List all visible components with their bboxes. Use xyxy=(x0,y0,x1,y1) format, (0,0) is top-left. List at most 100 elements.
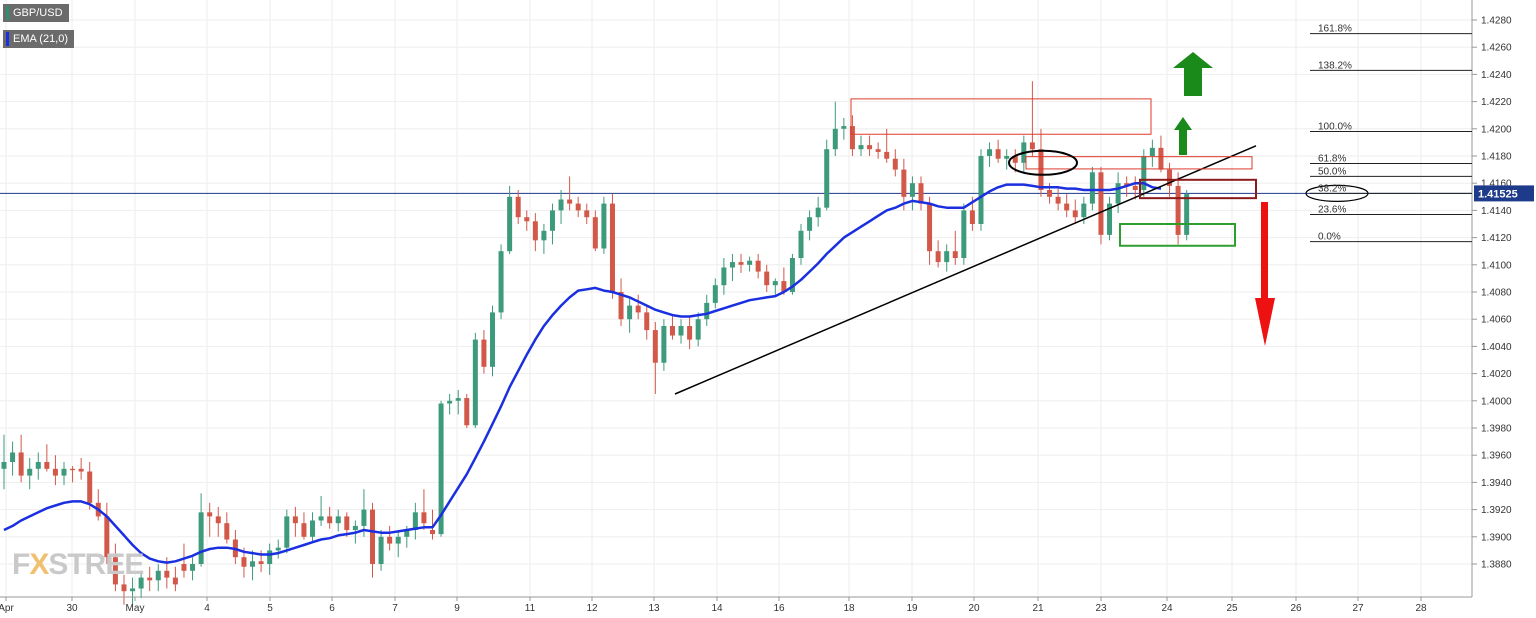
candle-body xyxy=(927,203,933,252)
dark-red-zone-box xyxy=(1139,178,1257,200)
candle-body xyxy=(27,468,33,476)
candle-body xyxy=(995,149,1001,159)
time-tick-label: 18 xyxy=(843,603,855,614)
candle-body xyxy=(1029,142,1035,150)
candle-body xyxy=(292,516,298,524)
fib-level-label: 61.8% xyxy=(1318,153,1346,164)
candle-body xyxy=(250,561,256,567)
candle-body xyxy=(275,547,281,551)
candle-body xyxy=(224,523,230,540)
candle-body xyxy=(987,149,993,156)
candle-body xyxy=(781,281,787,292)
current-price-marker: 1.41525 xyxy=(1474,185,1534,202)
chart-grid xyxy=(0,0,1472,597)
candle-body xyxy=(858,145,864,150)
price-tick-label: 1.4100 xyxy=(1481,260,1512,271)
candle-body xyxy=(412,512,418,530)
price-tick-label: 1.4180 xyxy=(1481,152,1512,163)
ema-swatch xyxy=(6,32,9,46)
resistance-box xyxy=(850,98,1152,135)
candle-body xyxy=(764,271,770,286)
price-tick-label: 1.4160 xyxy=(1481,179,1512,190)
price-tick-label: 1.4220 xyxy=(1481,97,1512,108)
candle-body xyxy=(807,217,813,231)
candle-body xyxy=(318,516,324,521)
candle-body xyxy=(464,398,470,426)
candle-body xyxy=(678,326,684,336)
candle-body xyxy=(952,251,958,258)
fib-level-label: 38.2% xyxy=(1318,183,1346,194)
time-tick-label: 12 xyxy=(586,603,598,614)
candle-body xyxy=(961,210,967,258)
candle-body xyxy=(507,196,513,252)
ema-line xyxy=(3,181,1162,564)
candle-body xyxy=(190,564,196,571)
price-tick-label: 1.4260 xyxy=(1481,43,1512,54)
candle-body xyxy=(652,330,658,363)
price-tick-label: 1.4280 xyxy=(1481,16,1512,27)
candle-body xyxy=(395,536,401,544)
red-zone-box xyxy=(1025,156,1253,170)
candle-body xyxy=(558,199,564,211)
time-tick-label: Apr xyxy=(0,603,14,614)
candle-body xyxy=(687,326,693,340)
candle-body xyxy=(832,128,838,150)
legend-ema[interactable]: EMA (21,0) xyxy=(3,30,75,48)
candle-body xyxy=(481,339,487,367)
candle-body xyxy=(70,468,76,471)
candle-body xyxy=(284,516,290,548)
time-tick-label: 4 xyxy=(204,603,210,614)
down-arrow-head-icon xyxy=(1255,298,1275,346)
symbol-swatch xyxy=(6,6,9,20)
candle-body xyxy=(181,564,187,571)
candle-body xyxy=(267,550,273,564)
candle-body xyxy=(61,468,67,476)
candle-body xyxy=(969,210,975,224)
time-tick-label: 27 xyxy=(1352,603,1364,614)
candle-body xyxy=(121,584,127,592)
fib-level-label: 50.0% xyxy=(1318,166,1346,177)
current-price-tag xyxy=(1474,185,1534,202)
fib-level-label: 100.0% xyxy=(1318,122,1352,133)
candle-body xyxy=(455,398,461,401)
trendline xyxy=(674,145,1257,395)
price-tick-label: 1.4140 xyxy=(1481,206,1512,217)
candle-body xyxy=(789,258,795,292)
candle-body xyxy=(661,326,667,363)
candle-body xyxy=(1132,185,1138,190)
candle-body xyxy=(387,536,393,544)
candle-body xyxy=(241,557,247,567)
candle-body xyxy=(430,530,435,535)
candle-body xyxy=(515,196,521,218)
price-tick-label: 1.4040 xyxy=(1481,342,1512,353)
candle-body xyxy=(1064,203,1070,211)
candle-body xyxy=(1081,203,1087,218)
candle-body xyxy=(609,203,615,292)
candle-body xyxy=(669,326,675,336)
legend-symbol-label: GBP/USD xyxy=(13,7,63,19)
price-tick-label: 1.3980 xyxy=(1481,424,1512,435)
candle-body xyxy=(1124,183,1130,186)
candle-body xyxy=(909,183,915,197)
candle-body xyxy=(78,468,84,472)
candle-body xyxy=(738,262,744,265)
price-tick-label: 1.4120 xyxy=(1481,233,1512,244)
candle-body xyxy=(421,512,427,524)
candle-body xyxy=(1098,172,1104,235)
time-tick-label: 6 xyxy=(329,603,335,614)
candle-body xyxy=(489,312,495,367)
price-tick-label: 1.4200 xyxy=(1481,124,1512,135)
fib-level-label: 0.0% xyxy=(1318,232,1341,243)
candle-body xyxy=(1047,190,1053,197)
time-tick-label: 20 xyxy=(968,603,980,614)
candle-body xyxy=(352,525,358,530)
time-tick-label: 13 xyxy=(648,603,660,614)
candle-body xyxy=(532,221,538,241)
legend-symbol[interactable]: GBP/USD xyxy=(3,4,69,22)
candle-body xyxy=(901,169,907,197)
time-tick-label: 14 xyxy=(711,603,723,614)
candle-body xyxy=(944,251,950,263)
time-tick-label: 7 xyxy=(392,603,398,614)
price-tick-label: 1.4000 xyxy=(1481,396,1512,407)
